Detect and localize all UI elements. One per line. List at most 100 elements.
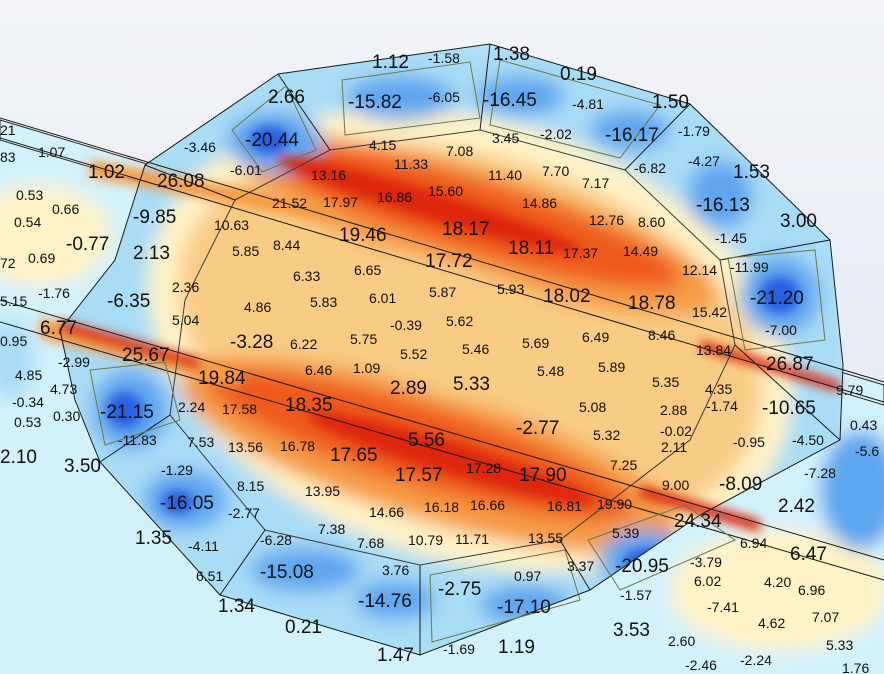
value-label-small-0: -1.58 xyxy=(428,50,460,66)
pad-frame-right xyxy=(727,249,826,351)
value-label-large-29: 19.84 xyxy=(198,368,246,389)
value-label-small-109: 6.94 xyxy=(740,535,767,551)
value-label-small-118: 4.20 xyxy=(764,574,791,590)
value-label-small-75: -1.74 xyxy=(706,398,738,414)
value-label-small-80: 7.53 xyxy=(187,434,214,450)
value-label-small-66: 5.35 xyxy=(652,374,679,390)
value-label-small-91: 8.15 xyxy=(237,478,264,494)
value-label-small-45: 4.86 xyxy=(244,299,271,315)
value-label-small-67: 4.35 xyxy=(705,381,732,397)
value-label-small-52: -7.00 xyxy=(765,322,797,338)
value-label-small-44: 15.42 xyxy=(692,304,727,320)
value-label-small-31: 8.44 xyxy=(273,237,300,253)
beam-upper-hot xyxy=(90,160,330,222)
value-label-small-25: 0.54 xyxy=(14,214,41,230)
value-label-small-116: -1.57 xyxy=(620,587,652,603)
pad-frame-top-left xyxy=(231,85,317,173)
value-label-large-2: 2.66 xyxy=(268,87,305,108)
value-label-large-50: -14.76 xyxy=(358,591,412,612)
value-label-small-47: 5.04 xyxy=(172,312,199,328)
value-label-small-125: -2.24 xyxy=(740,652,772,668)
value-label-large-55: 0.21 xyxy=(285,617,322,638)
value-label-small-74: 2.88 xyxy=(660,402,687,418)
value-label-small-88: 7.25 xyxy=(610,457,637,473)
value-label-small-3: 1.07 xyxy=(38,144,65,160)
value-label-large-48: -20.95 xyxy=(615,556,669,577)
value-label-small-89: -7.28 xyxy=(804,465,836,481)
value-label-small-19: 21.52 xyxy=(272,195,307,211)
value-label-small-42: 5.87 xyxy=(429,284,456,300)
value-label-small-30: 5.85 xyxy=(232,243,259,259)
beam-line-4 xyxy=(0,321,884,581)
value-label-large-56: 1.47 xyxy=(377,645,414,666)
value-label-small-7: -2.02 xyxy=(540,126,572,142)
value-label-large-4: -16.45 xyxy=(483,90,537,111)
value-label-small-8: -1.79 xyxy=(678,123,710,139)
value-label-small-111: 3.76 xyxy=(382,562,409,578)
partition-9 xyxy=(99,414,171,463)
value-label-small-34: 0.69 xyxy=(28,250,55,266)
value-label-large-10: 26.08 xyxy=(157,171,205,192)
value-label-small-16: 11.40 xyxy=(488,167,522,183)
value-label-small-105: 7.68 xyxy=(357,535,384,551)
pad-core-2 xyxy=(760,277,800,313)
bottom-core-red xyxy=(306,411,594,505)
value-label-small-28: 8.60 xyxy=(638,214,665,230)
value-label-small-56: 5.46 xyxy=(462,341,489,357)
value-label-large-45: 24.34 xyxy=(674,511,722,532)
pad-frame-top xyxy=(341,61,481,136)
plate-outline xyxy=(59,43,844,656)
value-label-large-27: 25.67 xyxy=(122,345,170,366)
beam-line-3 xyxy=(0,299,884,561)
value-label-large-6: 1.50 xyxy=(652,92,689,113)
partition-5 xyxy=(734,344,841,441)
value-label-small-78: 0.43 xyxy=(850,417,877,433)
pad-frame-top-right xyxy=(489,59,661,159)
value-label-large-25: 6.77 xyxy=(40,318,77,339)
value-label-large-54: 3.53 xyxy=(613,620,650,641)
value-label-small-128: 21 xyxy=(0,122,16,138)
value-label-large-36: -2.77 xyxy=(516,418,559,439)
value-label-large-51: -2.75 xyxy=(438,579,481,600)
value-label-large-11: -9.85 xyxy=(133,207,176,228)
value-label-small-58: -2.99 xyxy=(58,354,90,370)
value-label-large-44: -16.05 xyxy=(160,493,214,514)
value-label-small-51: 8.46 xyxy=(648,327,675,343)
beam-line-1 xyxy=(0,117,884,383)
partition-6 xyxy=(559,539,591,591)
partition-2 xyxy=(479,43,491,131)
value-labels-small: -1.58 -6.05 -4.81 1.07 -3.46 4.15 3.45 -2.02 -1.… xyxy=(0,50,879,674)
value-label-small-115: 6.51 xyxy=(196,568,223,584)
value-label-small-55: 5.52 xyxy=(400,346,427,362)
value-label-small-123: 2.60 xyxy=(668,633,695,649)
value-label-small-83: 5.32 xyxy=(593,427,620,443)
value-label-small-121: 4.62 xyxy=(758,615,785,631)
value-label-large-32: 5.33 xyxy=(453,374,490,395)
value-label-large-42: -8.09 xyxy=(719,474,762,495)
value-label-large-24: -6.35 xyxy=(107,291,150,312)
value-label-small-76: 0.53 xyxy=(14,414,41,430)
value-label-small-112: 3.37 xyxy=(567,558,594,574)
value-label-small-117: -7.41 xyxy=(707,599,739,615)
value-label-small-5: 4.15 xyxy=(369,137,396,153)
value-label-small-127: 1.76 xyxy=(842,660,869,674)
pad-bottom-mid xyxy=(250,548,360,592)
value-label-small-61: 4.73 xyxy=(50,381,77,397)
pad-top-right2 xyxy=(590,110,670,150)
value-label-large-7: -20.44 xyxy=(245,130,299,151)
value-label-small-101: -6.28 xyxy=(260,532,292,548)
value-label-small-53: 6.22 xyxy=(290,336,317,352)
value-label-small-22: 15.60 xyxy=(428,183,463,199)
slab-cream-right xyxy=(670,530,884,650)
value-label-small-86: -4.50 xyxy=(792,432,824,448)
beam-bands xyxy=(40,160,840,532)
value-label-large-20: 2.13 xyxy=(133,243,170,264)
value-label-small-11: 11.33 xyxy=(394,156,428,172)
value-label-small-46: 5.83 xyxy=(310,294,337,310)
value-label-small-90: -1.29 xyxy=(161,462,193,478)
beam-line-2 xyxy=(0,137,884,403)
pad-frame-bottom-right xyxy=(587,504,737,591)
value-label-small-35: 6.33 xyxy=(293,268,320,284)
